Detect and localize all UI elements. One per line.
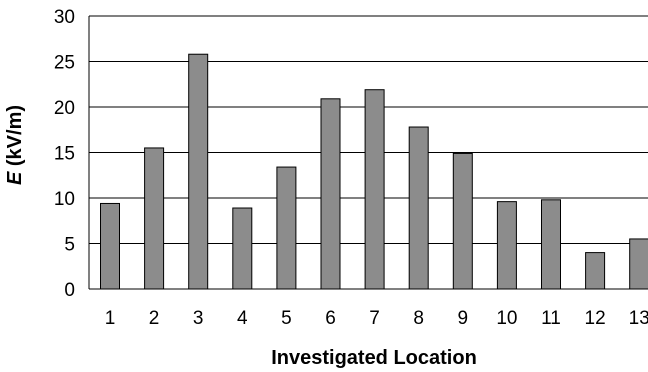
bar-1	[100, 202, 120, 290]
y-tick-label: 20	[54, 98, 75, 119]
bar-13	[629, 238, 648, 290]
y-tick-label: 0	[64, 280, 75, 301]
x-tick-label: 1	[105, 308, 116, 329]
y-tick-label: 25	[54, 53, 75, 74]
y-axis-title: E (kV/m)	[4, 105, 26, 185]
y-axis-unit: (kV/m)	[4, 105, 26, 172]
y-tick-label: 30	[54, 7, 75, 28]
bars	[100, 53, 648, 290]
bar-5	[276, 166, 297, 290]
x-tick-label: 13	[629, 308, 648, 329]
y-tick-label: 10	[54, 189, 75, 210]
x-tick-label: 11	[541, 308, 561, 329]
x-tick-label: 12	[585, 308, 606, 329]
y-axis-variable: E	[4, 171, 26, 185]
y-tick-labels: 0 5 10 15 20 25 30	[54, 7, 75, 301]
bar-6	[320, 98, 341, 290]
bar-10	[496, 201, 517, 290]
bar-8	[408, 126, 429, 290]
x-tick-labels: 1 2 3 4 5 6 7 8 9 10 11 12 13	[105, 308, 648, 329]
x-tick-label: 4	[237, 308, 248, 329]
bar-2	[144, 147, 165, 290]
bar-7	[364, 89, 385, 290]
bar-11	[541, 199, 561, 290]
x-tick-label: 3	[193, 308, 204, 329]
x-tick-label: 8	[413, 308, 424, 329]
x-tick-label: 7	[369, 308, 380, 329]
bar-9	[452, 152, 473, 290]
y-tick-label: 15	[54, 144, 75, 165]
y-tick-label: 5	[64, 235, 75, 256]
x-tick-label: 5	[281, 308, 292, 329]
bar-4	[232, 207, 253, 290]
x-axis-title: Investigated Location	[271, 347, 477, 369]
bar-3	[188, 53, 209, 290]
x-tick-label: 9	[458, 308, 469, 329]
x-tick-label: 2	[149, 308, 160, 329]
bar-12	[585, 252, 606, 290]
x-tick-label: 6	[325, 308, 336, 329]
x-tick-label: 10	[496, 308, 517, 329]
